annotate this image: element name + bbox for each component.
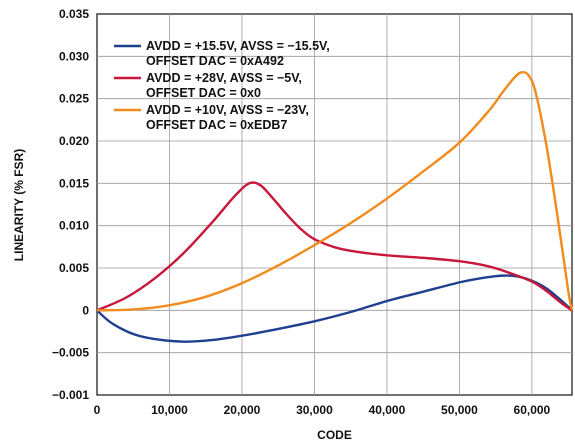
y-tick-label: −0.005	[52, 346, 89, 360]
y-tick-label: 0.005	[59, 261, 89, 275]
legend: AVDD = +15.5V, AVSS = −15.5V,OFFSET DAC …	[114, 39, 330, 132]
series-line-3	[96, 70, 574, 312]
series-line-2	[96, 181, 573, 312]
x-tick-label: 40,000	[369, 403, 406, 417]
x-axis-title: CODE	[317, 428, 352, 442]
legend-label-3-line1: AVDD = +10V, AVSS = −23V,	[146, 103, 309, 117]
y-axis-title: LINEARITY (% FSR)	[12, 149, 26, 261]
y-tick-label: 0.010	[59, 219, 89, 233]
x-tick-label: 20,000	[224, 403, 261, 417]
legend-label-3-line2: OFFSET DAC = 0xEDB7	[146, 118, 287, 132]
y-tick-labels: 0.035 0.030 0.025 0.020 0.015 0.010 0.005 0 −0.0…	[52, 7, 89, 402]
y-tick-label: 0.015	[59, 176, 89, 190]
y-tick-label: 0.030	[59, 49, 89, 63]
x-tick-labels: 0 10,000 20,000 30,000 40,000 50,000 60,000	[94, 403, 551, 417]
y-tick-label: −0.001	[52, 388, 89, 402]
x-tick-label: 30,000	[296, 403, 333, 417]
y-tick-label: 0.035	[59, 7, 89, 21]
plot-area	[96, 13, 573, 396]
x-tick-label: 60,000	[514, 403, 551, 417]
x-tick-label: 0	[94, 403, 101, 417]
legend-label-1-line2: OFFSET DAC = 0xA492	[146, 54, 284, 68]
y-tick-label: 0.020	[59, 134, 89, 148]
x-tick-label: 50,000	[441, 403, 478, 417]
legend-label-1-line1: AVDD = +15.5V, AVSS = −15.5V,	[146, 39, 330, 53]
legend-label-2-line2: OFFSET DAC = 0x0	[146, 86, 261, 100]
y-tick-label: 0	[82, 303, 89, 317]
x-tick-label: 10,000	[151, 403, 188, 417]
y-tick-label: 0.025	[59, 92, 89, 106]
legend-label-2-line1: AVDD = +28V, AVSS = −5V,	[146, 71, 302, 85]
series-layer	[96, 70, 574, 343]
